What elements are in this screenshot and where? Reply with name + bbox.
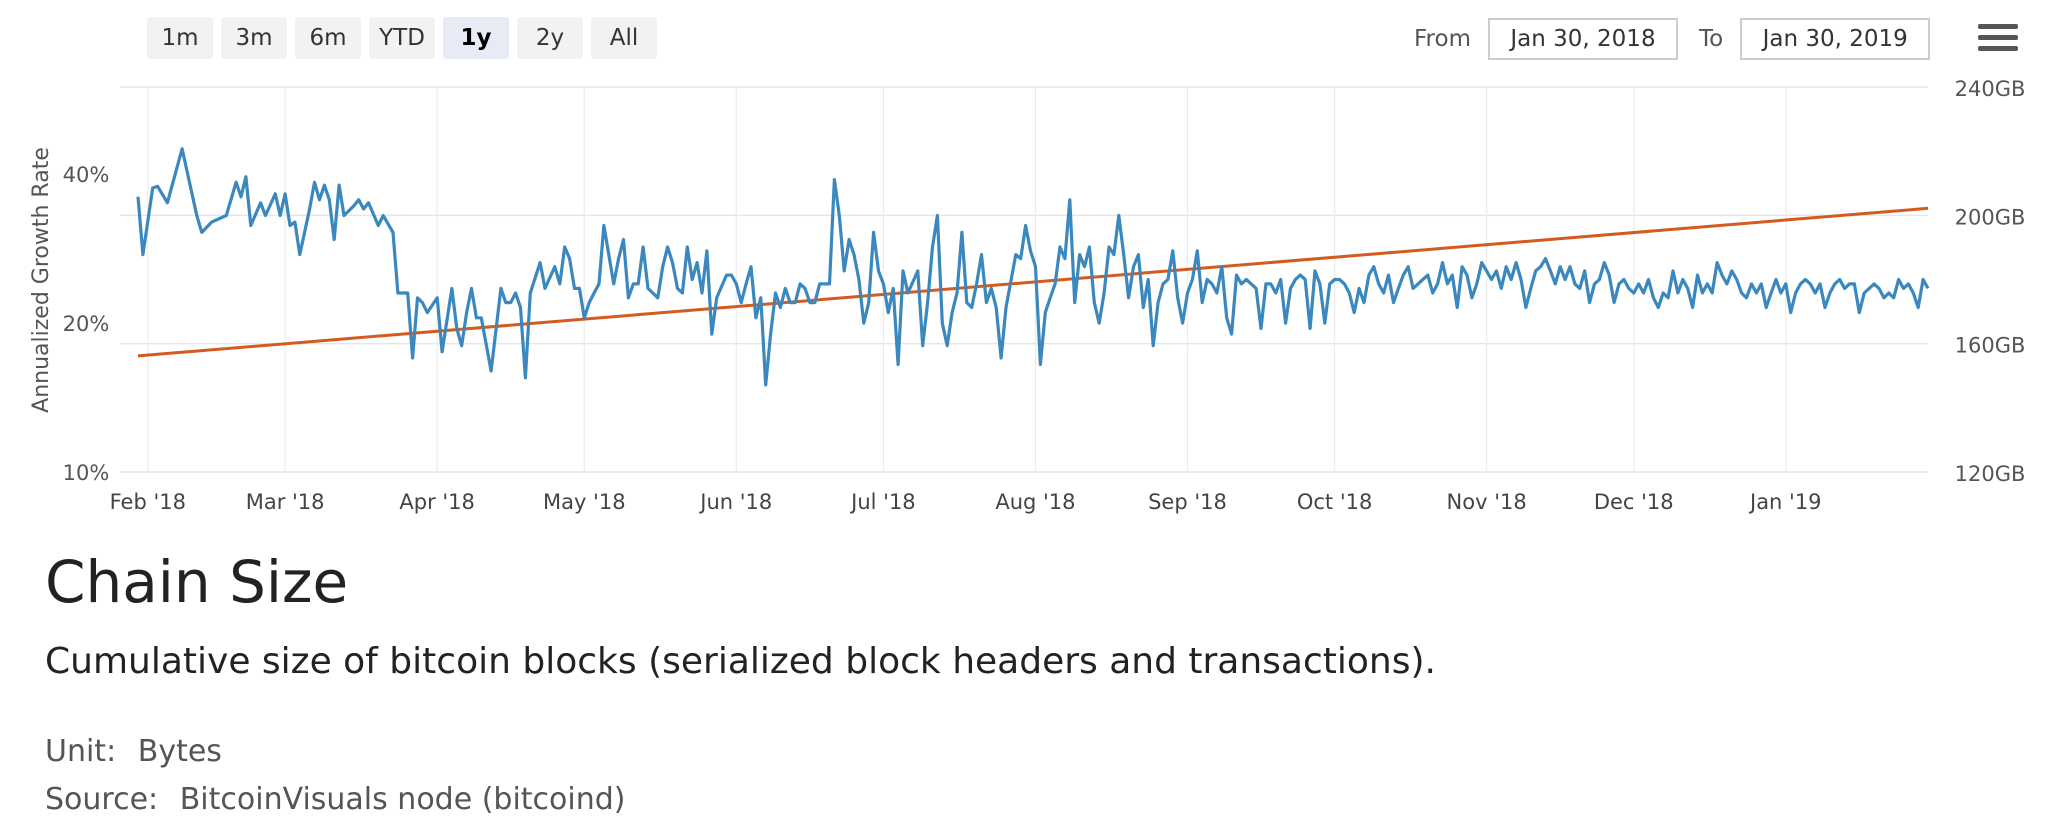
y-right-tick-label: 120GB xyxy=(1955,462,2026,486)
range-button-2y[interactable]: 2y xyxy=(517,17,583,59)
growth-rate-line xyxy=(136,147,1930,387)
chart-description: Cumulative size of bitcoin blocks (seria… xyxy=(45,641,1436,682)
unit-row: Unit: Bytes xyxy=(45,734,222,769)
range-button-1m[interactable]: 1m xyxy=(147,17,213,59)
x-tick-label: Jan '19 xyxy=(1748,490,1822,514)
y-right-tick-label: 240GB xyxy=(1955,77,2026,101)
range-button-ytd[interactable]: YTD xyxy=(369,17,435,59)
y-left-axis-title: Annualized Growth Rate xyxy=(29,147,54,413)
range-button-3m[interactable]: 3m xyxy=(221,17,287,59)
unit-value: Bytes xyxy=(137,734,222,769)
unit-label: Unit: xyxy=(45,734,117,769)
x-tick-label: May '18 xyxy=(543,490,626,514)
y-right-tick-label: 160GB xyxy=(1955,334,2026,358)
to-date-group: To xyxy=(1699,18,1931,60)
x-tick-label: Sep '18 xyxy=(1148,490,1227,514)
source-label: Source: xyxy=(45,782,159,817)
chart: 120GB 160GB 200GB 240GB Feb '18 Mar '18 Apr '1… xyxy=(29,77,2026,514)
y-left-tick-label: 20% xyxy=(63,312,110,336)
y-left-tick-label: 40% xyxy=(63,163,110,187)
x-tick-label: Jul '18 xyxy=(849,490,916,514)
range-button-1y[interactable]: 1y xyxy=(443,17,509,59)
x-tick-label: Feb '18 xyxy=(110,490,186,514)
range-selector: 1m 3m 6m YTD 1y 2y All xyxy=(147,17,657,59)
hamburger-menu-icon[interactable] xyxy=(1978,24,2018,56)
y-right-tick-label: 200GB xyxy=(1955,205,2026,229)
x-tick-label: Mar '18 xyxy=(246,490,325,514)
to-date-input[interactable] xyxy=(1740,18,1931,60)
range-button-all[interactable]: All xyxy=(591,17,657,59)
x-tick-label: Dec '18 xyxy=(1594,490,1674,514)
source-value: BitcoinVisuals node (bitcoind) xyxy=(179,782,626,817)
x-tick-label: Aug '18 xyxy=(995,490,1075,514)
source-row: Source: BitcoinVisuals node (bitcoind) xyxy=(45,782,626,817)
x-tick-label: Oct '18 xyxy=(1297,490,1372,514)
y-left-tick-label: 10% xyxy=(63,461,110,485)
from-date-group: From xyxy=(1414,18,1678,60)
from-date-input[interactable] xyxy=(1487,18,1678,60)
x-tick-label: Apr '18 xyxy=(399,490,475,514)
from-label: From xyxy=(1414,26,1471,52)
x-tick-label: Jun '18 xyxy=(698,490,772,514)
chain-size-trend-line xyxy=(137,206,1929,358)
page-title: Chain Size xyxy=(45,548,349,616)
x-tick-label: Nov '18 xyxy=(1447,490,1527,514)
range-button-6m[interactable]: 6m xyxy=(295,17,361,59)
to-label: To xyxy=(1699,26,1724,52)
